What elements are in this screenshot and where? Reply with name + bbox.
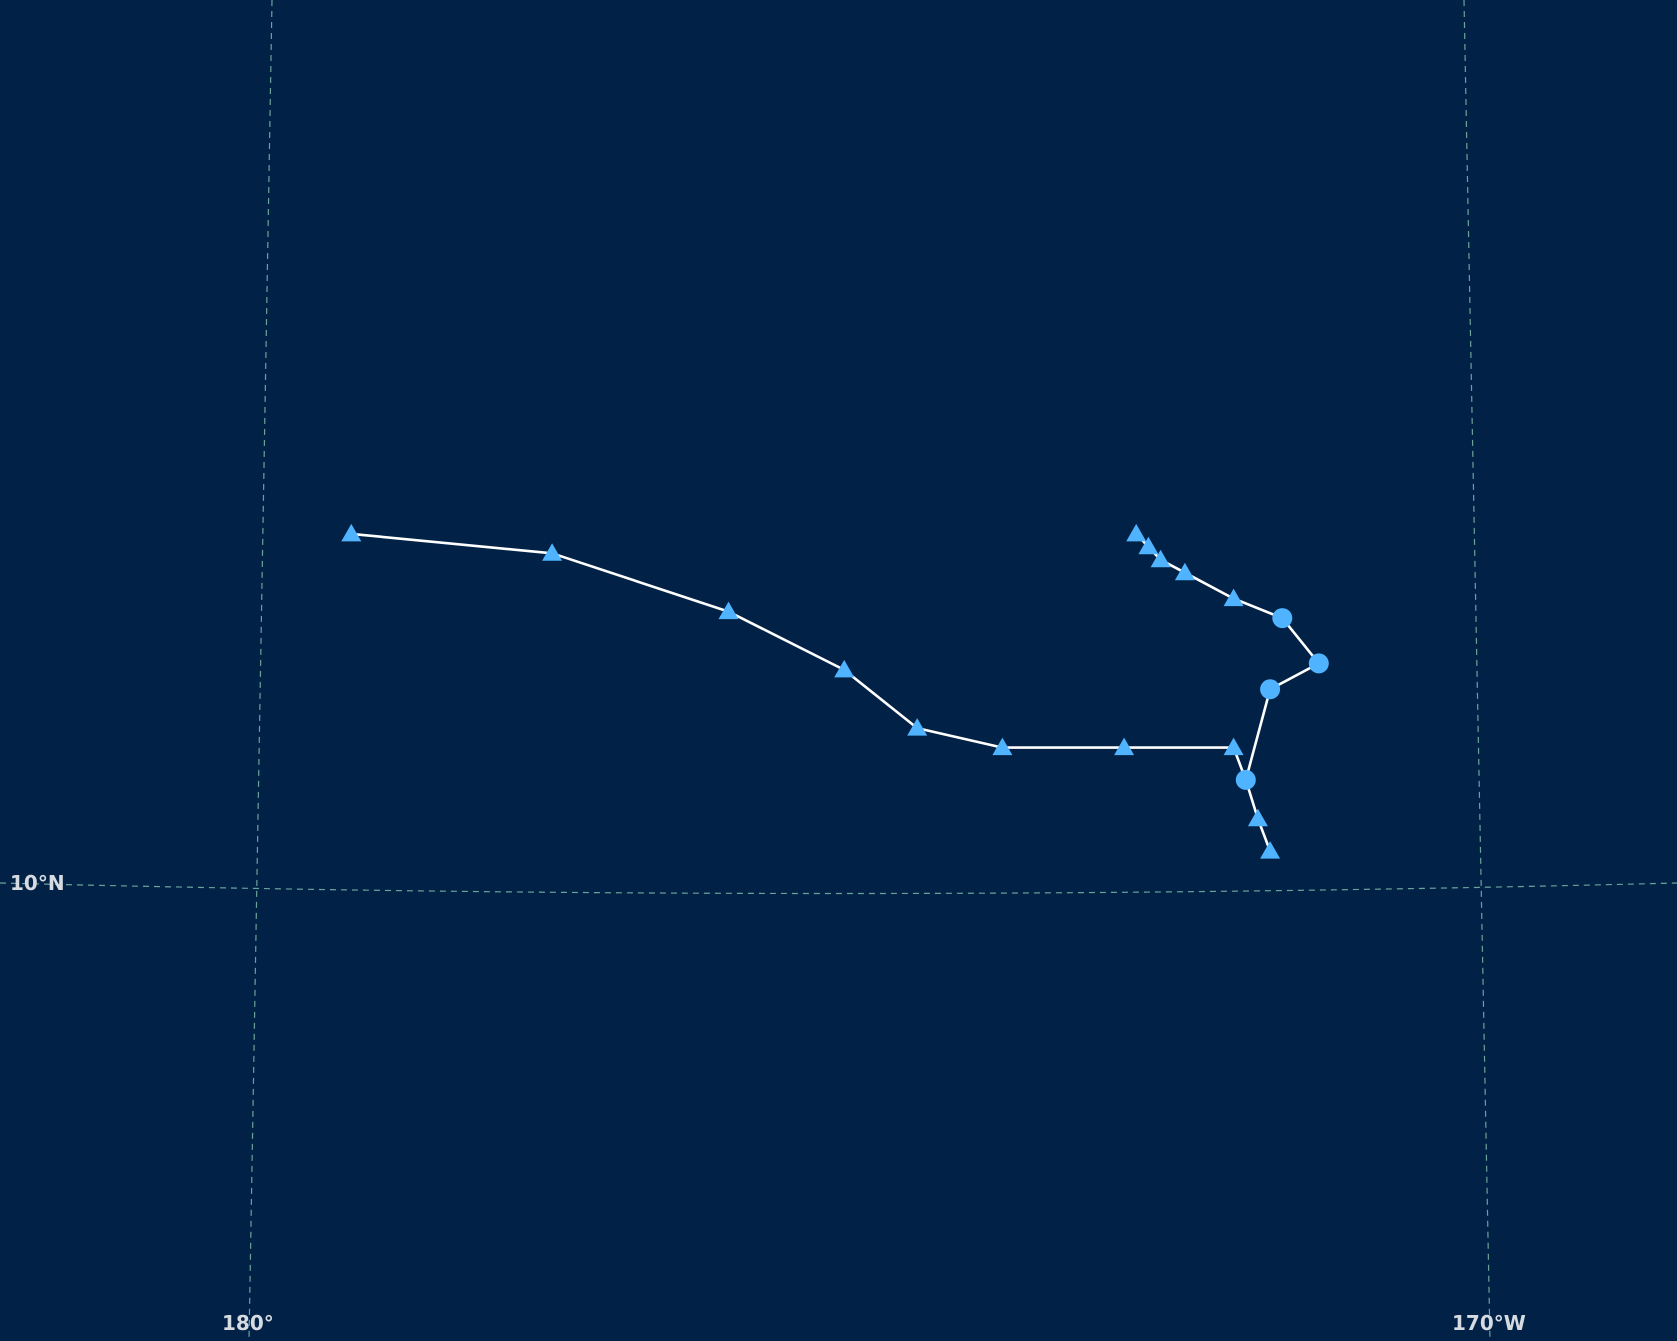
track-point-triangle-marker[interactable] xyxy=(341,523,362,542)
track-point-circle-marker[interactable] xyxy=(1272,608,1293,629)
longitude-label-170w: 170°W xyxy=(1452,1311,1526,1335)
track-point-triangle-marker[interactable] xyxy=(1223,588,1244,607)
meridian-170w xyxy=(1463,0,1491,1341)
track-point-triangle-marker[interactable] xyxy=(1126,523,1147,542)
track-point-triangle-marker[interactable] xyxy=(1174,562,1195,581)
track-point-triangle-marker[interactable] xyxy=(1247,808,1268,827)
parallel-10n xyxy=(0,882,1677,895)
track-point-triangle-marker[interactable] xyxy=(1114,737,1135,756)
track-point-circle-marker[interactable] xyxy=(1235,769,1256,790)
track-point-triangle-marker[interactable] xyxy=(1223,737,1244,756)
track-point-triangle-marker[interactable] xyxy=(834,659,855,678)
track-point-triangle-marker[interactable] xyxy=(1138,536,1159,555)
graticule-labels: 10°N 180° 170°W xyxy=(10,871,1526,1335)
track-point-triangle-marker[interactable] xyxy=(718,601,739,620)
track-point-circle-marker[interactable] xyxy=(1308,653,1329,674)
track-point-circle-marker[interactable] xyxy=(1260,679,1281,700)
track-markers xyxy=(341,523,1329,859)
track-point-triangle-marker[interactable] xyxy=(907,718,928,736)
track-point-triangle-marker[interactable] xyxy=(1260,841,1281,859)
meridian-180 xyxy=(248,0,273,1341)
track-point-triangle-marker[interactable] xyxy=(1150,549,1171,568)
longitude-label-180: 180° xyxy=(222,1311,274,1335)
track-point-triangle-marker[interactable] xyxy=(542,543,563,561)
latitude-label-10n: 10°N xyxy=(10,871,65,895)
track-point-triangle-marker[interactable] xyxy=(992,737,1013,756)
